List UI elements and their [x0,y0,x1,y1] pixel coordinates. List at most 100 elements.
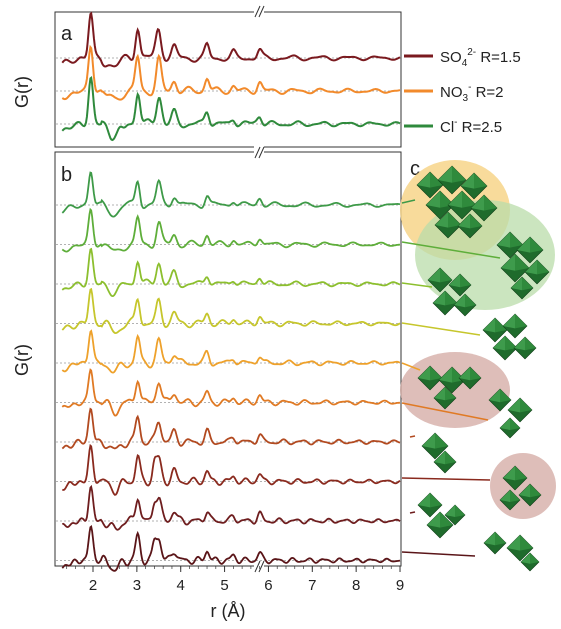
panel-a-frame [54,11,402,148]
x-axis-label: r (Å) [211,601,246,621]
connector-line [401,551,476,557]
octahedron-face [489,389,500,403]
panel-c [400,160,556,572]
connector-line [401,362,421,371]
octahedron-face [510,490,520,502]
octahedron-face [465,294,476,308]
octahedron-face [430,493,442,508]
octahedron-face [448,191,462,208]
y-axis-label-b: G(r) [12,344,32,376]
connector-line [409,435,416,438]
octahedron-face [517,237,530,253]
octahedron-face [470,214,482,229]
octahedron-face [500,389,511,403]
series-line [61,407,401,450]
connector-line [401,199,416,204]
panel-label-b: b [61,164,72,186]
octahedron-face [500,418,510,430]
octahedron-face [501,254,515,271]
x-tick-label: 4 [177,577,185,594]
octahedron-face [470,367,481,381]
series-line [61,287,401,335]
y-axis-label-a: G(r) [12,76,32,108]
octahedron-face [495,318,507,333]
series-line [61,44,401,101]
panel-b-series [61,171,401,572]
x-tick-label: 9 [396,577,404,594]
octahedron-face [461,173,474,189]
connector-line [401,282,433,288]
octahedron-face [520,398,532,413]
x-tick-label: 6 [264,577,272,594]
octahedron-face [440,512,453,528]
panel-b-reference-lines [56,204,400,561]
octahedron-face [445,291,457,306]
octahedron-face [530,484,541,498]
x-tick-label: 8 [352,577,360,594]
octahedron-face [422,433,435,449]
octahedron-face [462,191,476,208]
octahedron-face [445,451,456,465]
legend: SO42- R=1.5 NO3- R=2 Cl- R=2.5 [404,47,521,136]
octahedron-face [440,268,452,283]
octahedron-face [445,387,456,401]
octahedron-face [448,212,461,228]
x-tick-label: 2 [89,577,97,594]
x-tick-label: 5 [220,577,228,594]
octahedron-face [452,166,466,183]
octahedron-face [439,367,452,383]
octahedron-face [430,172,443,188]
connector-line [401,322,481,336]
octahedron-face [426,191,440,208]
octahedron-face [519,484,530,498]
octahedron-face [497,232,510,248]
octahedron-face [493,336,505,351]
panel-label-c: c [410,158,420,180]
octahedron-face [417,172,430,188]
octahedron-face [483,318,495,333]
series-line [61,247,401,298]
axis-break-bottom [254,560,265,574]
series-line [61,525,401,572]
legend-label-sulfate: SO42- R=1.5 [440,47,521,69]
series-line [61,207,401,253]
panel-label-a: a [61,23,73,45]
octahedron-face [455,505,465,517]
connector-line [409,511,416,514]
octahedron-face [511,277,522,291]
octahedron-face [471,195,484,211]
octahedron-face [503,314,515,329]
octahedron-face [515,254,529,271]
series-line [62,443,401,496]
octahedron-face [500,490,510,502]
x-axis-ticks: 2 3 4 5 6 7 8 9 [66,566,404,594]
octahedron-face [510,232,523,248]
connector-line [401,477,491,481]
octahedron-face [435,212,448,228]
panel-a-reference-lines [56,57,400,125]
legend-label-chloride: Cl- R=2.5 [440,117,502,136]
octahedron-face [495,532,506,546]
octahedron-face [530,237,543,253]
octahedron-face [505,336,517,351]
octahedron-face [458,214,470,229]
series-line [61,368,401,417]
x-tick-label: 7 [308,577,316,594]
octahedron-face [525,260,537,275]
octahedron-face [503,466,515,481]
series-line [62,484,401,531]
octahedron-face [449,274,460,288]
octahedron-face [525,337,536,351]
legend-label-nitrate: NO3- R=2 [440,82,504,104]
series-line [61,11,401,68]
octahedron-face [522,277,533,291]
octahedron-face [438,166,452,183]
panel-a-series [61,11,401,142]
octahedron-face [430,366,442,381]
octahedron-face [435,433,448,449]
octahedron-face [507,535,520,551]
x-tick-label: 3 [133,577,141,594]
octahedron-face [428,268,440,283]
octahedron-face [515,314,527,329]
